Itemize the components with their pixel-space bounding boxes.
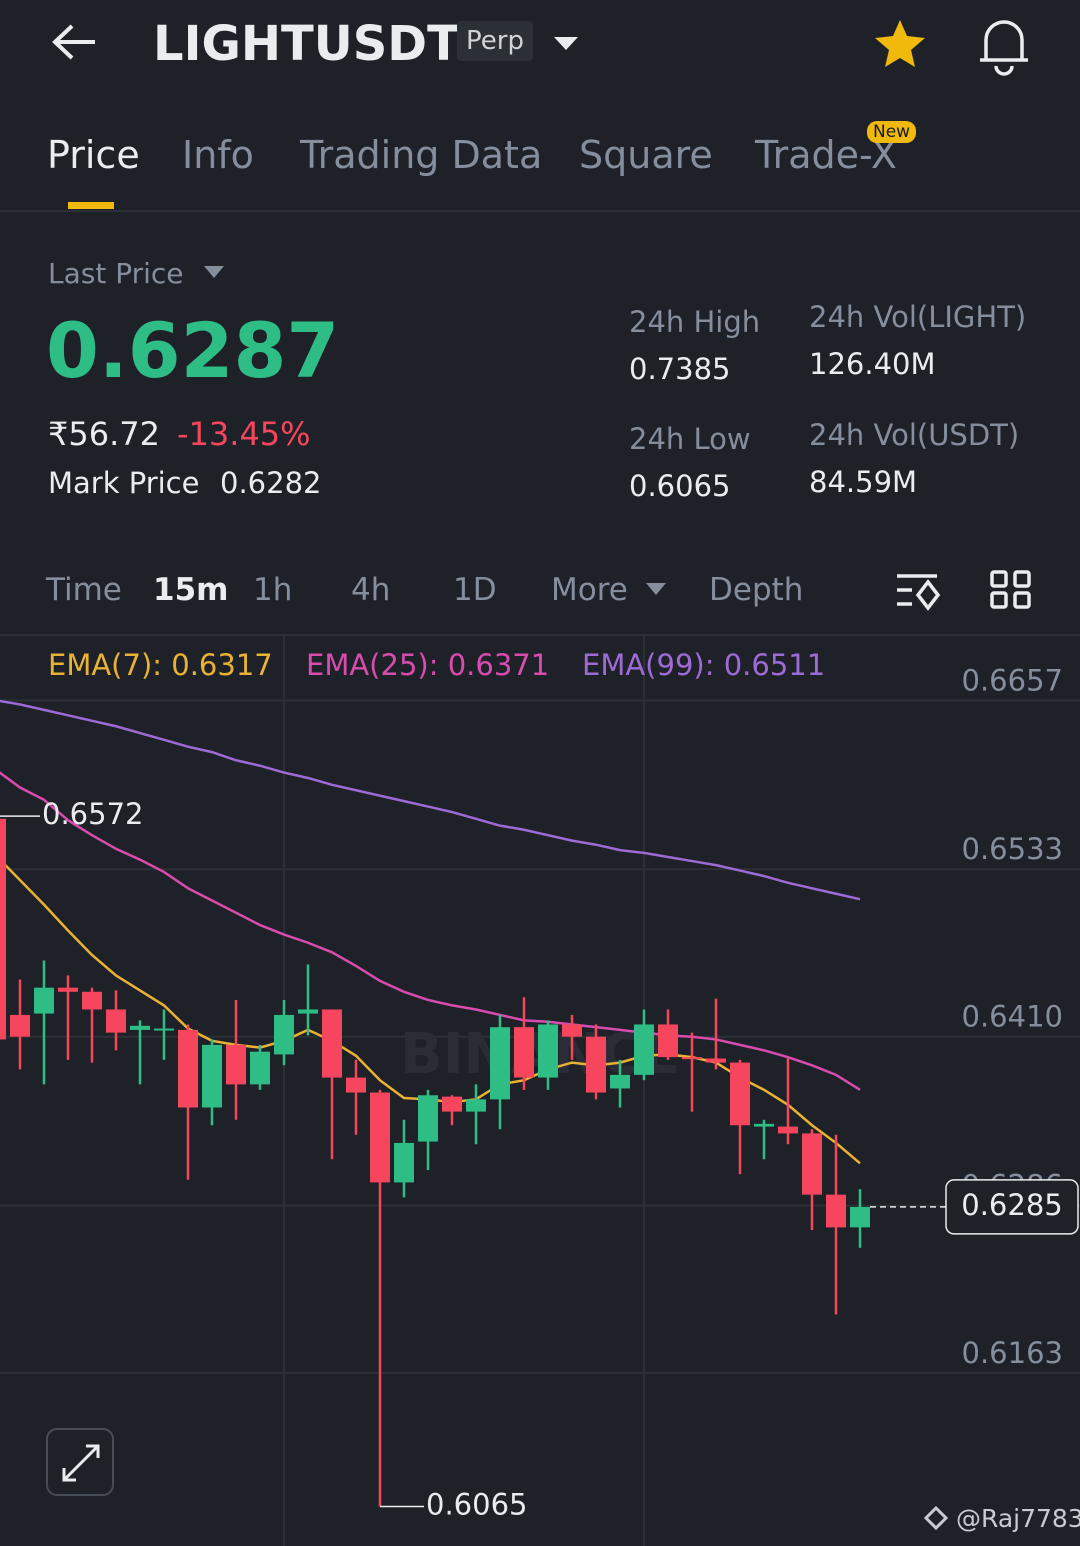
candle-body bbox=[754, 1123, 774, 1127]
stat-label: 24h Low bbox=[629, 422, 751, 456]
interval[interactable]: More bbox=[551, 572, 628, 608]
price-label: 0.6285 bbox=[961, 1188, 1062, 1222]
candle-body bbox=[130, 1025, 150, 1030]
expand-icon bbox=[62, 1444, 100, 1482]
candle-body bbox=[466, 1099, 486, 1112]
candle-body bbox=[274, 1014, 294, 1055]
candle-body bbox=[850, 1206, 870, 1228]
stat-label: 24h Vol(USDT) bbox=[809, 418, 1020, 452]
divider bbox=[0, 210, 1080, 212]
new-badge: New bbox=[867, 121, 917, 143]
interval[interactable]: 1h bbox=[253, 572, 293, 608]
stat-label: 24h Vol(LIGHT) bbox=[809, 300, 1027, 334]
candle-body bbox=[490, 1027, 510, 1100]
candle-body bbox=[202, 1044, 222, 1108]
interval[interactable]: Depth bbox=[709, 572, 804, 608]
candle-body bbox=[586, 1036, 606, 1093]
candle-body bbox=[394, 1142, 414, 1183]
candle-body bbox=[58, 987, 78, 992]
stat-value: 126.40M bbox=[809, 347, 936, 381]
stat-value: 0.6065 bbox=[629, 469, 731, 503]
y-tick-label: 0.6163 bbox=[962, 1336, 1063, 1370]
candle-body bbox=[778, 1126, 798, 1134]
tab[interactable]: Square bbox=[579, 133, 713, 177]
stat-value: 84.59M bbox=[809, 465, 918, 499]
mark-price: 0.6282 bbox=[220, 466, 322, 500]
ema-line bbox=[0, 699, 861, 901]
price-box bbox=[945, 1179, 1079, 1235]
y-tick-label: 0.6533 bbox=[962, 832, 1063, 866]
expand-button[interactable] bbox=[46, 1428, 114, 1496]
candle-body bbox=[370, 1092, 390, 1183]
candle-body bbox=[658, 1024, 678, 1058]
candle-body bbox=[562, 1024, 582, 1037]
change: -13.45% bbox=[177, 415, 311, 453]
candle-body bbox=[730, 1062, 750, 1126]
candle-body bbox=[250, 1051, 270, 1085]
candle-body bbox=[322, 1009, 342, 1078]
legend-entry: EMA(99): 0.6511 bbox=[582, 648, 826, 682]
candle-body bbox=[826, 1194, 846, 1228]
candle-body bbox=[106, 1009, 126, 1033]
interval[interactable]: Time bbox=[46, 572, 122, 608]
low-label: 0.6065 bbox=[426, 1488, 527, 1522]
candle-body bbox=[346, 1077, 366, 1093]
tab[interactable]: Price bbox=[47, 133, 140, 177]
candle-body bbox=[178, 1029, 198, 1108]
candle-body bbox=[34, 987, 54, 1014]
tab[interactable]: Trading Data bbox=[300, 133, 543, 177]
candle-body bbox=[802, 1133, 822, 1195]
candle-body bbox=[0, 818, 6, 1040]
last-price-label[interactable]: Last Price bbox=[48, 257, 184, 290]
last-price: 0.6287 bbox=[46, 306, 340, 395]
stat-value: 0.7385 bbox=[629, 352, 731, 386]
candle-body bbox=[514, 1027, 534, 1078]
high-label: 0.6572 bbox=[42, 797, 143, 831]
candle-body bbox=[418, 1095, 438, 1142]
candle-body bbox=[298, 1009, 318, 1014]
symbol: LIGHTUSDT bbox=[153, 16, 460, 72]
perp-badge: Perp bbox=[457, 21, 533, 61]
candle-body bbox=[706, 1058, 726, 1063]
candle-body bbox=[538, 1024, 558, 1078]
stat-label: 24h High bbox=[629, 305, 761, 339]
legend-entry: EMA(7): 0.6317 bbox=[48, 648, 273, 682]
candle-body bbox=[154, 1028, 174, 1031]
mark-label: Mark Price bbox=[48, 466, 200, 500]
candle-body bbox=[442, 1096, 462, 1112]
tab[interactable]: Info bbox=[182, 133, 254, 177]
y-tick-label: 0.6410 bbox=[962, 1000, 1063, 1034]
credit-logo bbox=[923, 1505, 949, 1531]
candle-body bbox=[10, 1014, 30, 1037]
candle-body bbox=[682, 1057, 702, 1060]
candle-body bbox=[82, 991, 102, 1010]
interval[interactable]: 4h bbox=[351, 572, 391, 608]
candle-body bbox=[610, 1074, 630, 1089]
interval[interactable]: 1D bbox=[453, 572, 497, 608]
credit: @Raj7783 bbox=[956, 1504, 1080, 1533]
tab-indicator bbox=[68, 202, 114, 209]
interval[interactable]: 15m bbox=[153, 572, 229, 608]
expand-frame bbox=[46, 1428, 114, 1496]
inr-price: ₹56.72 bbox=[48, 415, 160, 453]
candle-body bbox=[226, 1044, 246, 1085]
legend-entry: EMA(25): 0.6371 bbox=[306, 648, 550, 682]
candle-body bbox=[634, 1024, 654, 1075]
y-tick-label: 0.6657 bbox=[962, 663, 1063, 697]
